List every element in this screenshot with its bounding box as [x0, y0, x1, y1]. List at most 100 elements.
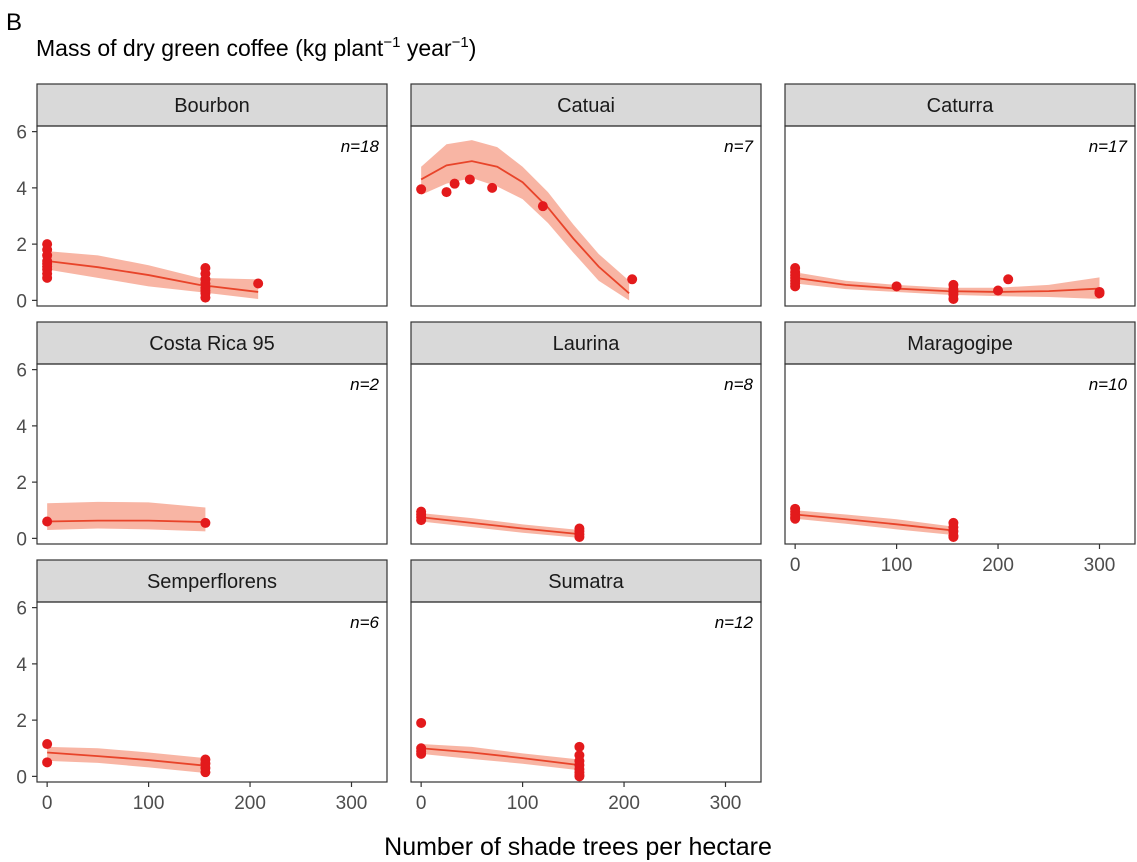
n-label: n=2: [350, 375, 379, 394]
facet-panel-border: [36, 363, 388, 545]
facet-strip-label: Semperflorens: [147, 571, 277, 593]
data-point: [42, 272, 53, 283]
confidence-band: [421, 744, 580, 771]
x-tick-label: 100: [881, 555, 913, 576]
title-main: Mass of dry green coffee (kg plant: [36, 35, 384, 61]
data-point: [574, 531, 585, 542]
title-sup1: −1: [383, 34, 400, 51]
x-tick-label: 0: [790, 555, 801, 576]
confidence-band: [47, 501, 206, 532]
fit-line: [421, 516, 580, 536]
x-tick-label: 300: [1084, 555, 1116, 576]
y-tick-label: 4: [16, 655, 27, 676]
facet-panel-border: [784, 363, 1136, 545]
title-sup2: −1: [452, 34, 469, 51]
data-point: [42, 739, 53, 750]
facet-sumatra: Sumatra n=12 0 100 200 300: [410, 559, 762, 814]
x-axis-label: Number of shade trees per hectare: [384, 833, 772, 861]
data-point: [416, 717, 427, 728]
data-point: [200, 292, 211, 303]
facet-catuai: Catuai n=7: [410, 83, 762, 307]
facet-panel-border: [36, 601, 388, 783]
data-point: [441, 187, 452, 198]
facet-strip: [784, 83, 1136, 127]
facet-strip-label: Maragogipe: [907, 333, 1013, 355]
y-tick-label: 4: [16, 179, 27, 200]
facet-panel-border: [410, 601, 762, 783]
y-tick-label: 6: [16, 361, 27, 382]
x-tick-label: 100: [507, 793, 539, 814]
x-tick-label: 0: [42, 793, 53, 814]
data-point: [487, 182, 498, 193]
data-point: [790, 513, 801, 524]
x-tick-label: 200: [982, 555, 1014, 576]
y-tick-label: 0: [16, 291, 27, 312]
y-tick-label: 2: [16, 473, 27, 494]
data-point: [1094, 286, 1105, 297]
n-label: n=17: [1089, 137, 1128, 156]
data-point: [42, 757, 53, 768]
x-tick-label: 300: [710, 793, 742, 814]
facet-bourbon: Bourbon n=18 0 2 4 6: [16, 83, 388, 312]
fit-line: [47, 519, 206, 523]
x-tick-label: 300: [336, 793, 368, 814]
confidence-band: [421, 140, 630, 301]
y-tick-label: 2: [16, 711, 27, 732]
data-point: [200, 767, 211, 778]
data-point: [253, 278, 264, 289]
x-tick-label: 200: [234, 793, 266, 814]
y-tick-label: 6: [16, 123, 27, 144]
data-point: [200, 517, 211, 528]
facet-strip-label: Laurina: [553, 333, 621, 355]
x-tick-label: 200: [608, 793, 640, 814]
y-tick-label: 2: [16, 235, 27, 256]
fit-line: [795, 276, 1100, 293]
n-label: n=6: [350, 613, 379, 632]
data-point: [574, 741, 585, 752]
data-point: [449, 178, 460, 189]
data-point: [790, 281, 801, 292]
n-label: n=7: [724, 137, 753, 156]
facet-panel-border: [410, 125, 762, 307]
data-point: [574, 771, 585, 782]
facet-strip-label: Caturra: [927, 95, 995, 117]
fit-line: [795, 513, 954, 532]
n-label: n=10: [1089, 375, 1128, 394]
facet-caturra: Caturra n=17: [784, 83, 1136, 307]
facet-strip-label: Costa Rica 95: [149, 333, 275, 355]
facet-strip: [784, 321, 1136, 365]
data-point: [416, 515, 427, 526]
facet-panel-border: [36, 125, 388, 307]
data-point: [627, 274, 638, 285]
confidence-band: [795, 272, 1100, 299]
facet-panel-border: [784, 125, 1136, 307]
data-point: [416, 748, 427, 759]
data-point: [416, 184, 427, 195]
x-tick-label: 100: [133, 793, 165, 814]
fit-line: [420, 160, 630, 295]
data-point: [42, 516, 53, 527]
fit-line: [47, 260, 259, 293]
y-tick-label: 4: [16, 417, 27, 438]
data-point: [993, 285, 1004, 296]
y-tick-label: 6: [16, 599, 27, 620]
facet-costa-rica-95: Costa Rica 95 n=2 0 2 4 6: [16, 321, 388, 550]
panel-letter: B: [6, 9, 22, 36]
n-label: n=18: [341, 137, 380, 156]
facet-strip: [410, 83, 762, 127]
data-point: [1003, 274, 1014, 285]
facet-strip: [410, 321, 762, 365]
facet-semperflorens: Semperflorens n=6 0 2 4 6 0 100 200 300: [16, 559, 388, 814]
data-point: [464, 174, 475, 185]
facet-laurina: Laurina n=8: [410, 321, 762, 545]
y-tick-label: 0: [16, 529, 27, 550]
data-point: [891, 281, 902, 292]
chart-title: Mass of dry green coffee (kg plant−1 yea…: [36, 34, 476, 61]
facet-strip-label: Catuai: [557, 95, 615, 117]
x-tick-label: 0: [416, 793, 427, 814]
facet-strip: [36, 321, 388, 365]
facet-maragogipe: Maragogipe n=10 0 100 200 300: [784, 321, 1136, 576]
fit-line: [421, 747, 580, 767]
data-point: [537, 201, 548, 212]
